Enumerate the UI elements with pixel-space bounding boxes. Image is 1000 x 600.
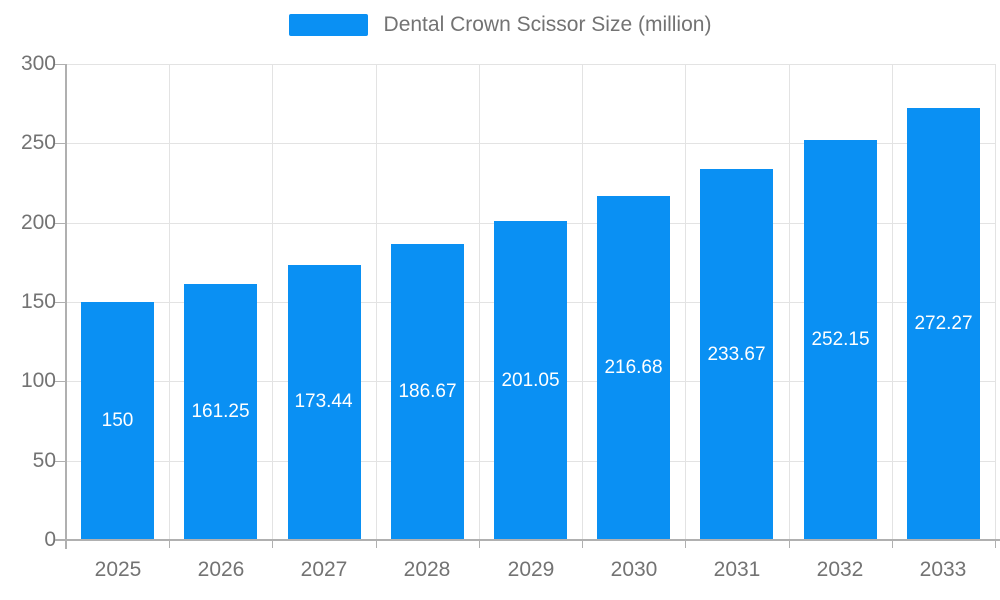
y-axis-tick [55,302,66,303]
x-axis-tick-label: 2025 [94,558,142,581]
x-axis-tick-label: 2027 [300,558,348,581]
y-axis-tick-label: 0 [44,528,56,551]
y-axis-tick-label: 150 [20,290,56,313]
gridline-vertical [892,64,893,540]
x-axis-tick [272,540,273,548]
x-axis-tick [376,540,377,548]
legend-item[interactable]: Dental Crown Scissor Size (million) [0,13,1000,37]
gridline-vertical [479,64,480,540]
bar[interactable] [907,108,980,540]
bar[interactable] [391,244,464,540]
y-axis-tick-label: 200 [20,211,56,234]
bar[interactable] [700,169,773,540]
x-axis-tick [892,540,893,548]
y-axis-tick [55,461,66,462]
y-axis-tick [55,64,66,65]
bar-value-label: 173.44 [294,391,353,412]
bar[interactable] [81,302,154,540]
bar-value-label: 186.67 [398,381,457,402]
y-axis-tick-label: 50 [32,449,56,472]
bar[interactable] [494,221,567,540]
gridline-horizontal [66,64,995,65]
x-axis-tick-label: 2031 [713,558,761,581]
y-axis-tick-label: 250 [20,131,56,154]
bar[interactable] [184,284,257,540]
y-axis-tick-label: 100 [20,369,56,392]
x-axis-tick [479,540,480,548]
bar-value-label: 150 [101,410,134,431]
bar-value-label: 233.67 [707,344,766,365]
legend-swatch [288,14,368,36]
y-axis-tick [55,381,66,382]
gridline-vertical [995,64,996,540]
gridline-vertical [272,64,273,540]
x-axis-tick-label: 2030 [610,558,658,581]
x-axis-tick [582,540,583,548]
gridline-vertical [685,64,686,540]
x-axis-tick [169,540,170,548]
x-axis-tick [685,540,686,548]
x-axis-tick-label: 2028 [403,558,451,581]
bar[interactable] [597,196,670,540]
x-axis-tick-label: 2029 [507,558,555,581]
bar-value-label: 201.05 [501,370,560,391]
y-axis-tick [55,223,66,224]
y-axis-line [65,64,67,549]
gridline-vertical [169,64,170,540]
y-axis-tick [55,143,66,144]
y-axis-tick-label: 300 [20,52,56,75]
x-axis-tick [789,540,790,548]
bar-value-label: 216.68 [604,357,663,378]
bar-value-label: 161.25 [191,401,250,422]
gridline-horizontal [66,143,995,144]
legend-label: Dental Crown Scissor Size (million) [383,13,712,36]
x-axis-tick-label: 2033 [919,558,967,581]
bar[interactable] [288,265,361,540]
x-axis-tick-label: 2026 [197,558,245,581]
bar-value-label: 272.27 [914,313,973,334]
gridline-vertical [582,64,583,540]
gridline-vertical [376,64,377,540]
x-axis-line [55,539,1000,541]
bar[interactable] [804,140,877,540]
x-axis-tick [995,540,996,548]
x-axis-tick-label: 2032 [816,558,864,581]
gridline-vertical [789,64,790,540]
bar-value-label: 252.15 [811,329,870,350]
